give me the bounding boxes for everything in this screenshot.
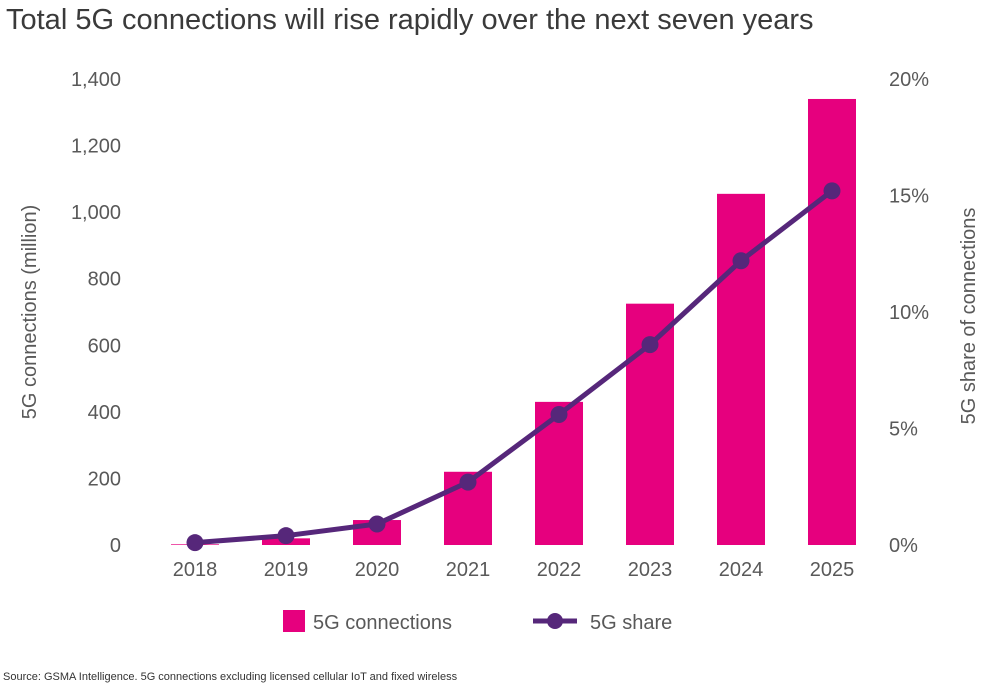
share-point [277, 527, 295, 545]
x-tick-label: 2018 [173, 559, 218, 581]
source-note: Source: GSMA Intelligence. 5G connection… [3, 671, 458, 683]
y-left-tick-label: 200 [88, 468, 121, 490]
y-right-tick-label: 20% [889, 69, 929, 91]
share-point [732, 252, 750, 270]
x-tick-label: 2022 [537, 559, 582, 581]
share-line [194, 188, 834, 546]
y-left-tick-label: 1,400 [71, 69, 121, 91]
y-left-tick-label: 0 [110, 535, 121, 557]
y-left-tick-label: 1,000 [71, 202, 121, 224]
y-left-tick-label: 1,200 [71, 136, 121, 158]
x-tick-label: 2023 [628, 559, 673, 581]
x-tick-label: 2020 [355, 559, 400, 581]
y-axis-left: 0 200 400 600 800 1,000 1,200 1,400 [71, 69, 121, 557]
share-point [368, 515, 386, 533]
legend-label-line: 5G share [590, 612, 672, 634]
legend: 5G connections 5G share [283, 610, 672, 634]
y-right-tick-label: 0% [889, 535, 918, 557]
share-point [550, 406, 568, 424]
y-right-tick-label: 5% [889, 419, 918, 441]
y-left-tick-label: 600 [88, 335, 121, 357]
y-left-tick-label: 400 [88, 402, 121, 424]
legend-label-bar: 5G connections [313, 612, 452, 634]
y-right-tick-label: 10% [889, 302, 929, 324]
legend-swatch-marker [547, 613, 563, 629]
legend-swatch-bar [283, 610, 305, 632]
share-point [641, 336, 659, 354]
share-point [186, 534, 204, 552]
x-tick-label: 2024 [719, 559, 764, 581]
share-point [823, 182, 841, 200]
line-series [186, 182, 841, 552]
x-tick-label: 2021 [446, 559, 491, 581]
x-axis: 2018 2019 2020 2021 2022 2023 2024 2025 [173, 559, 855, 581]
x-tick-label: 2019 [264, 559, 309, 581]
y-axis-right-label: 5G share of connections [958, 208, 980, 425]
y-axis-right: 0% 5% 10% 15% 20% [889, 69, 929, 557]
bar [808, 98, 856, 545]
share-point [459, 473, 477, 491]
y-right-tick-label: 15% [889, 186, 929, 208]
chart-title: Total 5G connections will rise rapidly o… [6, 4, 814, 36]
bar [535, 401, 583, 545]
y-left-tick-label: 800 [88, 269, 121, 291]
x-tick-label: 2025 [810, 559, 855, 581]
bar-series [171, 98, 856, 546]
y-axis-left-label: 5G connections (million) [19, 205, 41, 420]
